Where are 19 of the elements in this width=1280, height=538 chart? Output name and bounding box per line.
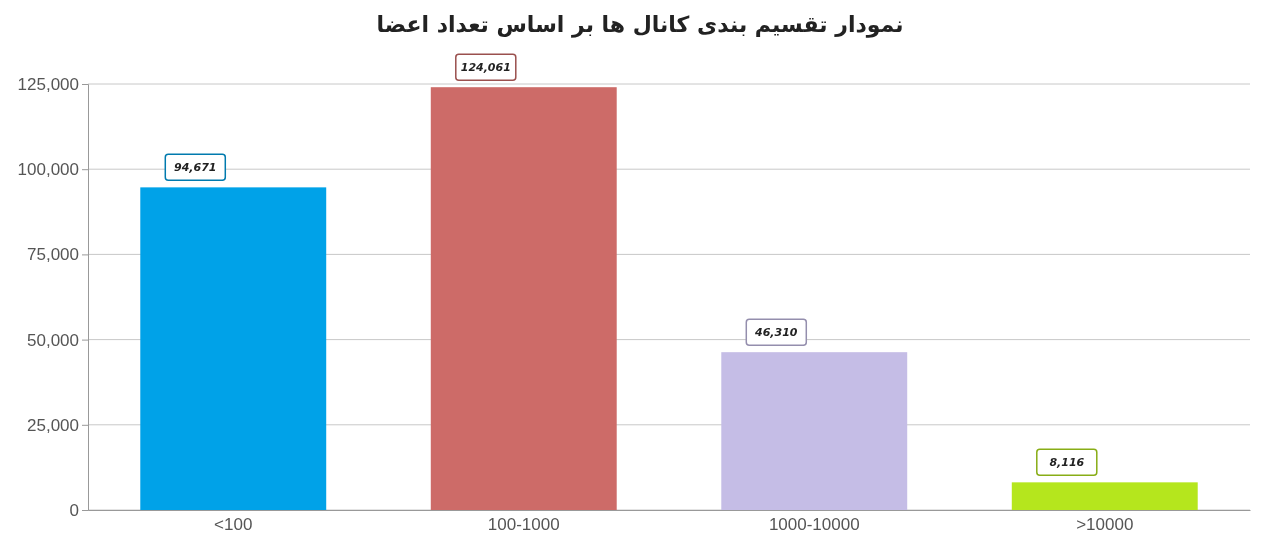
x-tick-label: 100-1000 [487,515,560,534]
data-label: 124,061 [460,61,511,75]
data-label: 94,671 [174,161,217,175]
x-tick-label: <100 [214,515,253,534]
y-tick-label: 25,000 [27,415,79,435]
y-tick-label: 50,000 [27,330,79,350]
y-tick-label: 75,000 [27,245,79,265]
bar [430,87,617,510]
x-tick-label: 1000-10000 [768,515,860,534]
chart-title: نمودار تقسیم بندی کانال ها بر اساس تعداد اعضا [376,12,904,38]
bar [1011,482,1198,510]
x-tick-label: >10000 [1076,515,1134,534]
y-tick-label: 125,000 [17,74,79,94]
data-label: 46,310 [754,326,798,340]
y-tick-label: 100,000 [17,160,79,180]
bar [140,187,327,510]
data-label: 8,116 [1049,456,1085,470]
y-tick-label: 0 [69,500,79,520]
bar [721,352,908,510]
